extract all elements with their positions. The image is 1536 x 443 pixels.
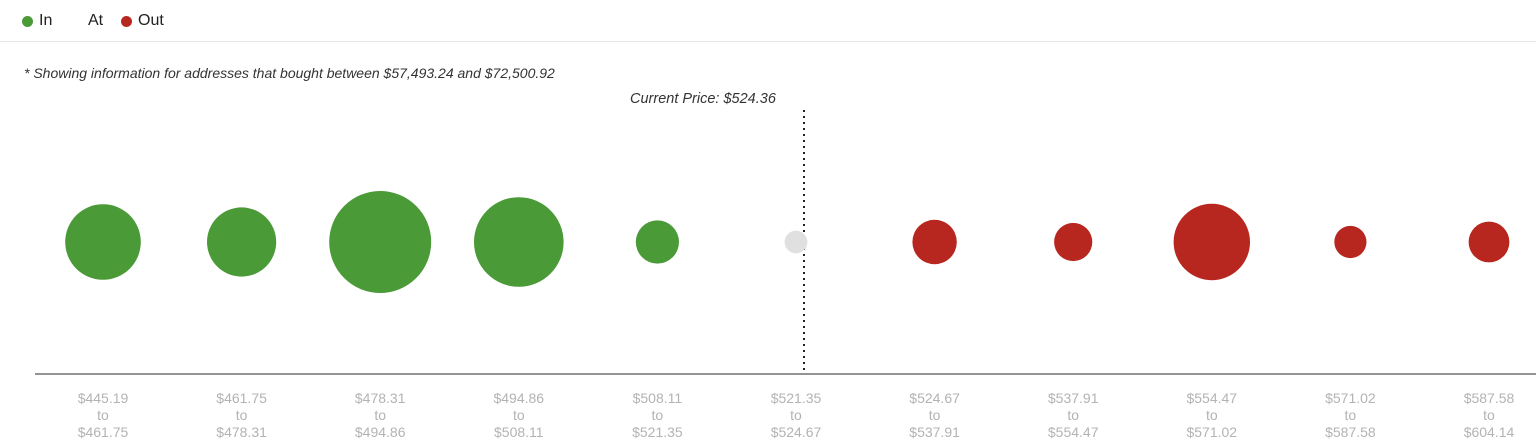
tick-label: $571.02 xyxy=(1325,390,1376,406)
tick-label: $494.86 xyxy=(493,390,544,406)
bubble-out[interactable] xyxy=(1468,221,1510,263)
legend-bar: In At Out xyxy=(0,0,1536,42)
tick-label-connector: to xyxy=(1483,407,1495,423)
legend-label-in: In xyxy=(39,12,53,29)
legend-item-in[interactable]: In xyxy=(22,11,52,31)
bubble-in[interactable] xyxy=(635,220,680,264)
tick-label: $445.19 xyxy=(78,390,129,406)
tick-label-connector: to xyxy=(236,407,248,423)
bubble-at[interactable] xyxy=(784,230,808,254)
tick-label: $521.35 xyxy=(771,390,822,406)
bubble-out[interactable] xyxy=(1054,222,1093,262)
tick-label: $554.47 xyxy=(1186,390,1237,406)
tick-label: $587.58 xyxy=(1325,424,1376,440)
tick-label: $494.86 xyxy=(355,424,406,440)
tick-label-connector: to xyxy=(1345,407,1357,423)
tick-label-connector: to xyxy=(652,407,664,423)
tick-label: $508.11 xyxy=(494,424,544,440)
bubble-out[interactable] xyxy=(912,219,957,265)
current-price-label: Current Price: $524.36 xyxy=(630,91,776,107)
tick-label: $571.02 xyxy=(1186,424,1237,440)
tick-label-connector: to xyxy=(513,407,525,423)
bubble-out[interactable] xyxy=(1334,225,1367,259)
legend-dot-in xyxy=(22,15,33,27)
tick-label-connector: to xyxy=(1067,407,1079,423)
tick-label: $461.75 xyxy=(78,424,129,440)
tick-label: $524.67 xyxy=(771,424,822,440)
legend-label-out: Out xyxy=(138,12,164,29)
legend-label-at: At xyxy=(88,12,104,29)
bubble-out[interactable] xyxy=(1173,203,1251,281)
tick-label-connector: to xyxy=(1206,407,1218,423)
tick-label: $478.31 xyxy=(355,390,406,406)
tick-label: $478.31 xyxy=(216,424,267,440)
bubble-in[interactable] xyxy=(329,191,432,293)
tick-label: $521.35 xyxy=(632,424,683,440)
tick-label: $461.75 xyxy=(216,390,267,406)
legend-dot-out xyxy=(121,15,132,27)
tick-label: $604.14 xyxy=(1464,424,1515,440)
bubble-in[interactable] xyxy=(207,207,277,277)
date-range-note: * Showing information for addresses that… xyxy=(24,65,555,81)
tick-label: $537.91 xyxy=(909,424,960,440)
legend-item-out[interactable]: Out xyxy=(121,11,164,31)
legend-item-at[interactable]: At xyxy=(88,11,103,31)
tick-label-connector: to xyxy=(374,407,386,423)
tick-label: $587.58 xyxy=(1464,390,1515,406)
bubble-in[interactable] xyxy=(474,197,564,287)
tick-label-connector: to xyxy=(790,407,802,423)
tick-label-connector: to xyxy=(929,407,941,423)
bubble-in[interactable] xyxy=(65,204,141,280)
tick-label: $524.67 xyxy=(909,390,960,406)
tick-label: $508.11 xyxy=(633,390,683,406)
tick-label: $554.47 xyxy=(1048,424,1099,440)
tick-label: $537.91 xyxy=(1048,390,1099,406)
tick-label-connector: to xyxy=(97,407,109,423)
